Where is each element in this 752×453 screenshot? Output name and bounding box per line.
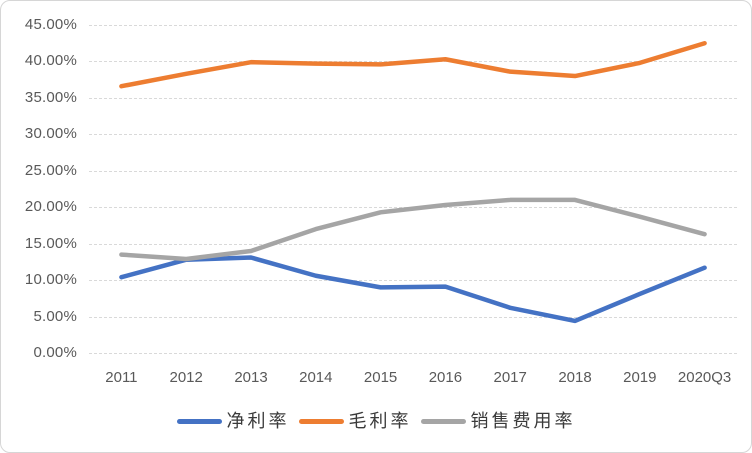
gridline <box>89 280 737 282</box>
x-axis-tick-label: 2019 <box>623 369 657 386</box>
y-axis-tick-label: 20.00% <box>24 198 77 216</box>
y-axis-tick-label: 40.00% <box>24 52 77 70</box>
legend-item-0: 净利率 <box>176 409 290 433</box>
x-axis-tick-label: 2020Q3 <box>677 369 732 386</box>
legend-item-1: 毛利率 <box>298 409 412 433</box>
gridline <box>89 97 737 99</box>
y-axis-tick-label: 0.00% <box>33 344 77 361</box>
legend-swatch-icon <box>420 418 466 424</box>
y-axis-tick-label: 30.00% <box>24 125 77 143</box>
gridline <box>89 243 737 245</box>
legend-label: 销售费用率 <box>470 411 576 431</box>
legend-swatch-icon <box>298 418 344 424</box>
x-axis-tick-label: 2017 <box>493 369 527 386</box>
series-line-2 <box>119 197 707 262</box>
y-axis-tick-label: 5.00% <box>33 307 77 325</box>
x-axis-tick-label: 2012 <box>169 369 203 386</box>
gridline <box>89 353 737 354</box>
x-axis-tick-label: 2014 <box>299 369 333 386</box>
y-axis-tick-label: 10.00% <box>24 271 77 289</box>
gridline <box>89 316 737 318</box>
y-axis-tick-label: 15.00% <box>24 234 77 252</box>
series-line-1 <box>119 40 707 89</box>
y-axis-tick-label: 45.00% <box>24 16 77 33</box>
x-axis-tick-label: 2013 <box>234 369 268 386</box>
gridline <box>89 61 737 63</box>
legend-item-2: 销售费用率 <box>420 409 576 433</box>
gridline <box>89 134 737 136</box>
gridline <box>89 207 737 209</box>
legend: 净利率 毛利率 销售费用率 <box>1 409 751 433</box>
gridline <box>89 170 737 172</box>
y-axis-tick-label: 35.00% <box>24 88 77 106</box>
gridline <box>89 25 737 26</box>
x-axis-tick-label: 2015 <box>363 369 398 386</box>
x-axis-tick-label: 2018 <box>558 369 592 386</box>
legend-swatch-icon <box>176 418 222 424</box>
x-axis-tick-label: 2016 <box>428 369 463 386</box>
legend-label: 净利率 <box>226 411 290 431</box>
y-axis-tick-label: 25.00% <box>24 161 77 179</box>
series-line-0 <box>119 255 707 324</box>
x-axis-tick-label: 2011 <box>105 369 138 386</box>
legend-label: 毛利率 <box>348 411 412 431</box>
